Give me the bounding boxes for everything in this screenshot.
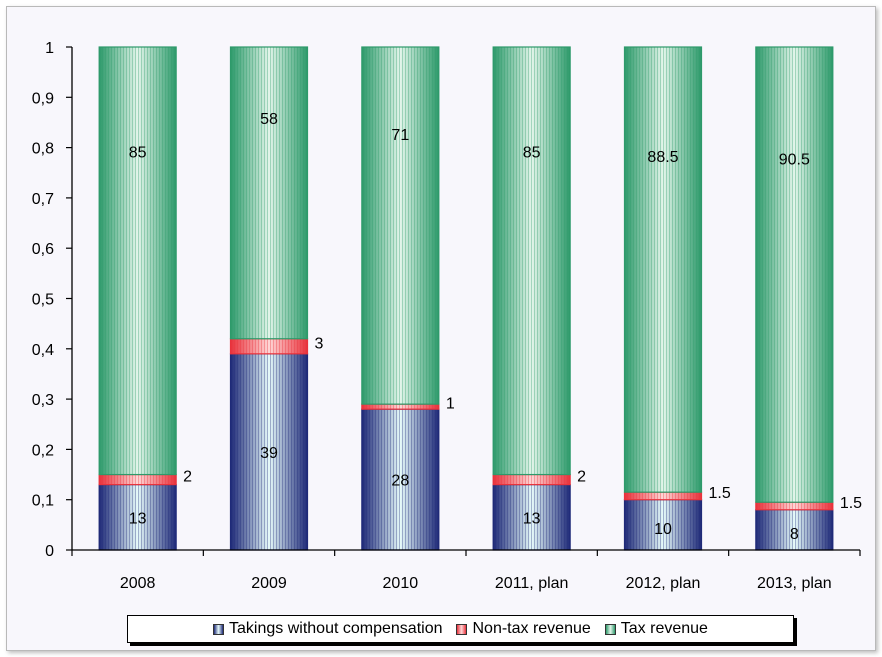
bar-texture-2-2	[361, 47, 439, 405]
y-tick-label-0: 0	[45, 543, 54, 560]
y-tick-label-3: 0,3	[32, 392, 54, 409]
bar-texture-0-3	[493, 484, 571, 550]
data-label-0-5: 8	[790, 526, 799, 543]
bar-texture-0-2	[361, 409, 439, 550]
x-tick-label-2: 2010	[383, 575, 419, 592]
bar-texture-2-4	[624, 47, 702, 493]
data-label-2-5: 90.5	[779, 151, 810, 168]
bar-outline-2-2	[361, 46, 440, 405]
axis-layer: 2008 2009 2010 2011, plan 2012, plan 2013, pl…	[32, 40, 861, 592]
bar-outline-2-4	[623, 46, 703, 493]
data-label-1-0: 2	[183, 469, 192, 486]
data-label-1-3: 2	[577, 469, 586, 486]
data-label-2-3: 85	[523, 145, 541, 162]
bar-texture-0-4	[624, 499, 702, 550]
data-label-1-4: 1.5	[709, 485, 731, 502]
y-tick-label-1: 0,1	[32, 493, 54, 510]
x-tick-label-4: 2012, plan	[626, 575, 701, 592]
data-label-1-5: 1.5	[840, 495, 862, 512]
bar-texture-1-1	[230, 338, 308, 354]
x-tick-label-0: 2008	[120, 575, 156, 592]
data-label-2-4: 88.5	[647, 149, 678, 166]
x-tick-label-1: 2009	[251, 575, 287, 592]
legend: Takings without compensation Non-tax rev…	[127, 615, 794, 643]
y-tick-label-2: 0,2	[32, 442, 54, 459]
y-tick-label-4: 0,4	[32, 342, 54, 359]
legend-swatch-non-tax	[456, 623, 468, 635]
data-label-1-1: 3	[315, 335, 324, 352]
data-label-0-2: 28	[391, 473, 409, 490]
legend-swatch-takings	[213, 623, 225, 635]
legend-label-tax: Tax revenue	[620, 620, 708, 637]
legend-item-takings: Takings without compensation	[213, 620, 442, 638]
bar-outline-2-1	[229, 46, 309, 340]
data-label-0-4: 10	[654, 521, 672, 538]
y-tick-label-10: 1	[45, 40, 54, 57]
bar-texture-1-4	[624, 492, 702, 500]
x-tick-label-5: 2013, plan	[757, 575, 832, 592]
data-label-2-0: 85	[129, 145, 147, 162]
y-tick-label-6: 0,6	[32, 241, 54, 258]
data-label-1-2: 1	[446, 396, 455, 413]
y-tick-label-7: 0,7	[32, 191, 54, 208]
legend-label-non-tax: Non-tax revenue	[472, 620, 591, 637]
y-tick-label-5: 0,5	[32, 292, 54, 309]
data-label-0-0: 13	[129, 510, 147, 527]
data-label-2-2: 71	[391, 127, 409, 144]
data-label-0-3: 13	[523, 510, 541, 527]
legend-item-non-tax: Non-tax revenue	[456, 620, 591, 638]
bar-texture-0-1	[230, 353, 308, 550]
bar-texture-0-5	[755, 509, 833, 550]
legend-item-tax: Tax revenue	[604, 620, 708, 638]
bar-texture-2-0	[99, 47, 177, 475]
bar-texture-1-0	[99, 474, 177, 485]
labels-layer: 13 2 85 39 3 58 28 1 71 13 2 85 10 1.5 88.5 8 1.5 90.5	[129, 111, 862, 543]
bar-texture-2-1	[230, 47, 308, 339]
bar-texture-0-0	[99, 484, 177, 550]
data-label-2-1: 58	[260, 111, 278, 128]
bar-outline-2-3	[492, 46, 571, 476]
x-tick-label-3: 2011, plan	[495, 575, 569, 592]
bar-texture-2-5	[755, 47, 833, 503]
bar-texture-2-3	[493, 47, 571, 475]
data-label-0-1: 39	[260, 445, 278, 462]
bar-texture-1-3	[493, 474, 571, 485]
legend-swatch-tax	[604, 623, 616, 635]
y-tick-label-8: 0,8	[32, 141, 54, 158]
legend-label-takings: Takings without compensation	[229, 620, 443, 637]
bar-outline-2-0	[98, 46, 177, 476]
bar-texture-1-5	[755, 502, 833, 510]
y-tick-label-9: 0,9	[32, 90, 54, 107]
bars-layer	[98, 46, 834, 551]
bar-outline-2-5	[755, 46, 834, 503]
bar-texture-1-2	[361, 404, 439, 410]
